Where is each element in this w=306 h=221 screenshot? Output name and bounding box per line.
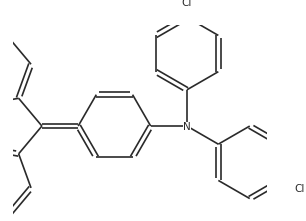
Text: Cl: Cl [182, 0, 192, 8]
Text: Cl: Cl [295, 184, 305, 194]
Text: N: N [183, 122, 191, 132]
